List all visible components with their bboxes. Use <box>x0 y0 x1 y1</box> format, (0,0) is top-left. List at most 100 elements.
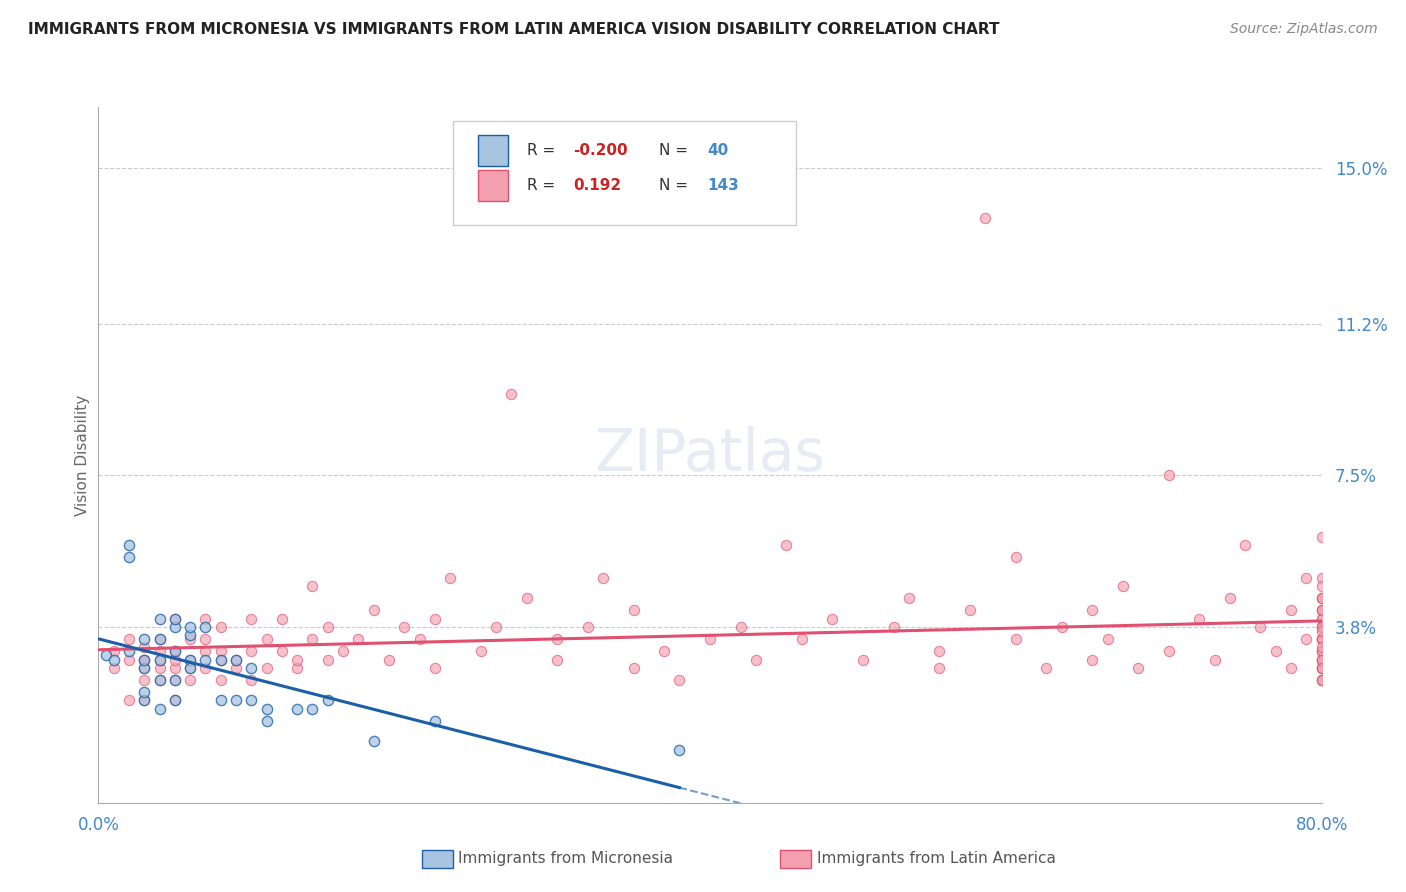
Point <box>134 652 156 666</box>
Point <box>1310 591 1333 606</box>
Point <box>1310 644 1333 658</box>
Point <box>163 644 186 658</box>
Point <box>149 652 172 666</box>
Point <box>1128 661 1150 675</box>
Point <box>240 661 263 675</box>
Point <box>316 620 339 634</box>
Text: Source: ZipAtlas.com: Source: ZipAtlas.com <box>1230 22 1378 37</box>
Point <box>134 685 156 699</box>
Point <box>1112 579 1135 593</box>
Point <box>179 652 201 666</box>
Point <box>163 620 186 634</box>
Point <box>1310 661 1333 675</box>
Point <box>668 673 690 687</box>
Point <box>392 620 416 634</box>
Point <box>897 591 920 606</box>
Point <box>194 612 217 626</box>
Point <box>423 714 446 728</box>
Point <box>1310 673 1333 687</box>
Point <box>149 644 172 658</box>
Point <box>378 652 401 666</box>
Point <box>623 661 645 675</box>
Point <box>149 673 172 687</box>
Point <box>149 652 172 666</box>
Point <box>363 734 385 748</box>
Bar <box>478 135 508 166</box>
Point <box>149 632 172 646</box>
Point <box>1264 644 1286 658</box>
Point <box>209 652 232 666</box>
Point <box>1157 644 1180 658</box>
Point <box>485 620 508 634</box>
Point <box>179 673 201 687</box>
Point <box>1204 652 1226 666</box>
Point <box>1310 652 1333 666</box>
Point <box>1279 661 1302 675</box>
Point <box>134 673 156 687</box>
Point <box>1004 550 1026 565</box>
Point <box>546 652 568 666</box>
Point <box>928 644 950 658</box>
Point <box>94 648 117 663</box>
Point <box>652 644 675 658</box>
Point <box>1310 652 1333 666</box>
Point <box>179 652 201 666</box>
Point <box>1310 632 1333 646</box>
Point <box>240 693 263 707</box>
Point <box>1310 591 1333 606</box>
FancyBboxPatch shape <box>453 121 796 226</box>
Text: 0.192: 0.192 <box>574 178 621 193</box>
Point <box>423 612 446 626</box>
Point <box>883 620 905 634</box>
Point <box>1310 661 1333 675</box>
Point <box>134 693 156 707</box>
Point <box>134 652 156 666</box>
Point <box>1310 644 1333 658</box>
Point <box>1249 620 1271 634</box>
Point <box>821 612 844 626</box>
Point <box>852 652 875 666</box>
Point <box>163 673 186 687</box>
Point <box>163 673 186 687</box>
Text: N =: N = <box>658 143 693 158</box>
Point <box>149 612 172 626</box>
Point <box>179 628 201 642</box>
Point <box>1310 603 1333 617</box>
Point <box>163 644 186 658</box>
Point <box>163 693 186 707</box>
Point <box>363 603 385 617</box>
Point <box>928 661 950 675</box>
Point <box>194 661 217 675</box>
Point <box>1188 612 1211 626</box>
Point <box>103 644 125 658</box>
Text: R =: R = <box>527 178 560 193</box>
Point <box>974 211 997 225</box>
Point <box>1157 468 1180 483</box>
Point <box>1295 632 1317 646</box>
Point <box>316 652 339 666</box>
Point <box>240 612 263 626</box>
Point <box>285 701 308 715</box>
Text: R =: R = <box>527 143 560 158</box>
Point <box>149 701 172 715</box>
Point <box>179 632 201 646</box>
Point <box>209 673 232 687</box>
Point <box>179 661 201 675</box>
Point <box>1310 640 1333 655</box>
Point <box>179 620 201 634</box>
Point <box>1310 603 1333 617</box>
Point <box>163 612 186 626</box>
Text: IMMIGRANTS FROM MICRONESIA VS IMMIGRANTS FROM LATIN AMERICA VISION DISABILITY CO: IMMIGRANTS FROM MICRONESIA VS IMMIGRANTS… <box>28 22 1000 37</box>
Point <box>1310 620 1333 634</box>
Point <box>1310 673 1333 687</box>
Point <box>1310 661 1333 675</box>
Point <box>225 661 247 675</box>
Point <box>256 632 278 646</box>
Point <box>347 632 370 646</box>
Point <box>623 603 645 617</box>
Point <box>1310 661 1333 675</box>
Point <box>775 538 797 552</box>
Point <box>163 693 186 707</box>
Point <box>1310 652 1333 666</box>
Point <box>576 620 599 634</box>
